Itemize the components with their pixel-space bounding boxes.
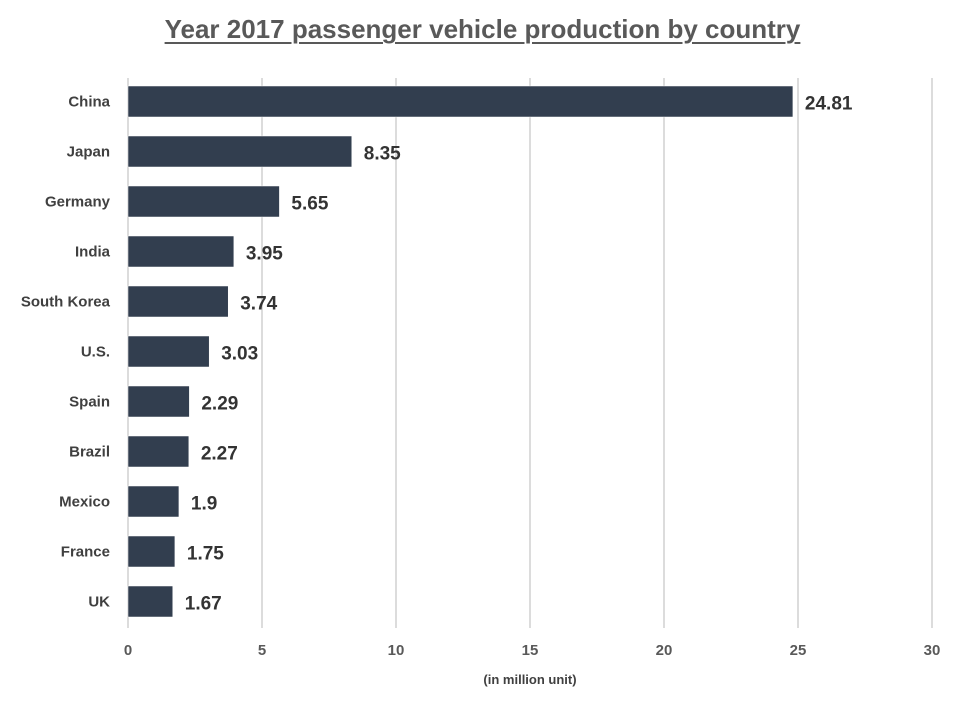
- category-label: Mexico: [59, 494, 110, 511]
- category-label: Japan: [67, 144, 110, 161]
- data-label: 3.03: [221, 344, 258, 365]
- data-label: 1.9: [191, 494, 217, 515]
- category-label: South Korea: [21, 294, 111, 311]
- bar-china: [127, 85, 794, 118]
- category-labels: China Japan Germany India South Korea U.S. Spa…: [21, 94, 111, 611]
- data-label: 2.29: [201, 394, 238, 415]
- category-label: France: [61, 544, 110, 561]
- bar-mexico: [127, 485, 180, 518]
- bar-france: [127, 535, 176, 568]
- x-tick-label: 5: [258, 642, 266, 659]
- data-label: 1.67: [185, 594, 222, 615]
- bar-japan: [127, 135, 353, 168]
- category-label: Germany: [45, 194, 111, 211]
- x-tick-label: 0: [124, 642, 132, 659]
- x-tick-label: 10: [388, 642, 405, 659]
- data-label: 24.81: [805, 94, 853, 115]
- data-label: 8.35: [364, 144, 401, 165]
- data-label: 5.65: [291, 194, 328, 215]
- bar-india: [127, 235, 235, 268]
- data-labels: 24.81 8.35 5.65 3.95 3.74 3.03 2.29 2.27 1.9 1.75…: [185, 94, 853, 615]
- bar-south-korea: [127, 285, 229, 318]
- bar-brazil: [127, 435, 190, 468]
- category-label: Spain: [69, 394, 110, 411]
- x-tick-label: 15: [522, 642, 539, 659]
- category-label: Brazil: [69, 444, 110, 461]
- category-label: India: [75, 244, 111, 261]
- data-label: 3.74: [240, 294, 277, 315]
- bar-spain: [127, 385, 190, 418]
- data-label: 1.75: [187, 544, 224, 565]
- category-label: U.S.: [81, 344, 110, 361]
- category-label: UK: [88, 594, 110, 611]
- gridlines: [127, 78, 933, 628]
- bars: [127, 85, 794, 618]
- category-label: China: [68, 94, 110, 111]
- x-tick-label: 20: [656, 642, 673, 659]
- x-axis-title: (in million unit): [483, 672, 576, 687]
- data-label: 2.27: [201, 444, 238, 465]
- x-tick-label: 30: [924, 642, 941, 659]
- bar-u-s: [127, 335, 210, 368]
- x-tick-labels: 0 5 10 15 20 25 30: [124, 642, 941, 659]
- data-label: 3.95: [246, 244, 283, 265]
- x-tick-label: 25: [790, 642, 807, 659]
- chart-title: Year 2017 passenger vehicle production b…: [164, 14, 801, 44]
- bar-germany: [127, 185, 280, 218]
- bar-uk: [127, 585, 174, 618]
